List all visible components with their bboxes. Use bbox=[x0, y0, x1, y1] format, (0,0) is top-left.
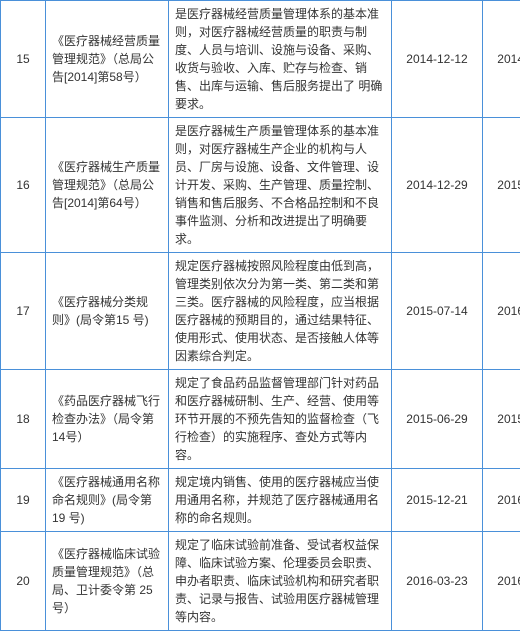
cell-index: 18 bbox=[1, 370, 46, 469]
cell-title: 《医疗器械生产质量管理规范》（总局公告[2014]第64号） bbox=[46, 118, 169, 253]
cell-date-effective: 2016-04-01 bbox=[483, 469, 520, 532]
table-row: 15 《医疗器械经营质量管理规范》（总局公告[2014]第58号） 是医疗器械经… bbox=[1, 1, 520, 118]
cell-date-issued: 2015-07-14 bbox=[392, 253, 483, 370]
cell-index: 19 bbox=[1, 469, 46, 532]
cell-index: 16 bbox=[1, 118, 46, 253]
cell-index: 15 bbox=[1, 1, 46, 118]
cell-description: 规定了食品药品监督管理部门针对药品和医疗器械研制、生产、经营、使用等环节开展的不… bbox=[169, 370, 392, 469]
cell-date-effective: 2014-12-12 bbox=[483, 1, 520, 118]
cell-description: 规定医疗器械按照风险程度由低到高，管理类别依次分为第一类、第二类和第三类。医疗器… bbox=[169, 253, 392, 370]
cell-description: 规定境内销售、使用的医疗器械应当使用通用名称，并规范了医疗器械通用名称的命名规则… bbox=[169, 469, 392, 532]
cell-index: 17 bbox=[1, 253, 46, 370]
cell-date-issued: 2014-12-12 bbox=[392, 1, 483, 118]
cell-title: 《医疗器械分类规则》(局令第15 号) bbox=[46, 253, 169, 370]
cell-date-effective: 2015-09-01 bbox=[483, 370, 520, 469]
table-row: 16 《医疗器械生产质量管理规范》（总局公告[2014]第64号） 是医疗器械生… bbox=[1, 118, 520, 253]
cell-description: 是医疗器械经营质量管理体系的基本准则，对医疗器械经营质量的职责与制度、人员与培训… bbox=[169, 1, 392, 118]
cell-title: 《医疗器械通用名称命名规则》(局令第 19 号) bbox=[46, 469, 169, 532]
table-row: 20 《医疗器械临床试验质量管理规范》（总局、卫计委令第 25 号） 规定了临床… bbox=[1, 532, 520, 631]
table-row: 17 《医疗器械分类规则》(局令第15 号) 规定医疗器械按照风险程度由低到高，… bbox=[1, 253, 520, 370]
cell-date-issued: 2015-06-29 bbox=[392, 370, 483, 469]
cell-date-issued: 2016-03-23 bbox=[392, 532, 483, 631]
regulation-table: 15 《医疗器械经营质量管理规范》（总局公告[2014]第58号） 是医疗器械经… bbox=[0, 0, 520, 631]
table-body: 15 《医疗器械经营质量管理规范》（总局公告[2014]第58号） 是医疗器械经… bbox=[1, 1, 520, 631]
cell-title: 《药品医疗器械飞行检查办法》（局令第14号） bbox=[46, 370, 169, 469]
cell-date-effective: 2016-06-01 bbox=[483, 532, 520, 631]
cell-index: 20 bbox=[1, 532, 46, 631]
cell-date-effective: 2016-01-01 bbox=[483, 253, 520, 370]
table-row: 18 《药品医疗器械飞行检查办法》（局令第14号） 规定了食品药品监督管理部门针… bbox=[1, 370, 520, 469]
cell-title: 《医疗器械经营质量管理规范》（总局公告[2014]第58号） bbox=[46, 1, 169, 118]
cell-description: 是医疗器械生产质量管理体系的基本准则，对医疗器械生产企业的机构与人员、厂房与设施… bbox=[169, 118, 392, 253]
table-row: 19 《医疗器械通用名称命名规则》(局令第 19 号) 规定境内销售、使用的医疗… bbox=[1, 469, 520, 532]
cell-date-issued: 2014-12-29 bbox=[392, 118, 483, 253]
cell-date-issued: 2015-12-21 bbox=[392, 469, 483, 532]
cell-title: 《医疗器械临床试验质量管理规范》（总局、卫计委令第 25 号） bbox=[46, 532, 169, 631]
cell-description: 规定了临床试验前准备、受试者权益保障、临床试验方案、伦理委员会职责、申办者职责、… bbox=[169, 532, 392, 631]
cell-date-effective: 2015-03-01 bbox=[483, 118, 520, 253]
